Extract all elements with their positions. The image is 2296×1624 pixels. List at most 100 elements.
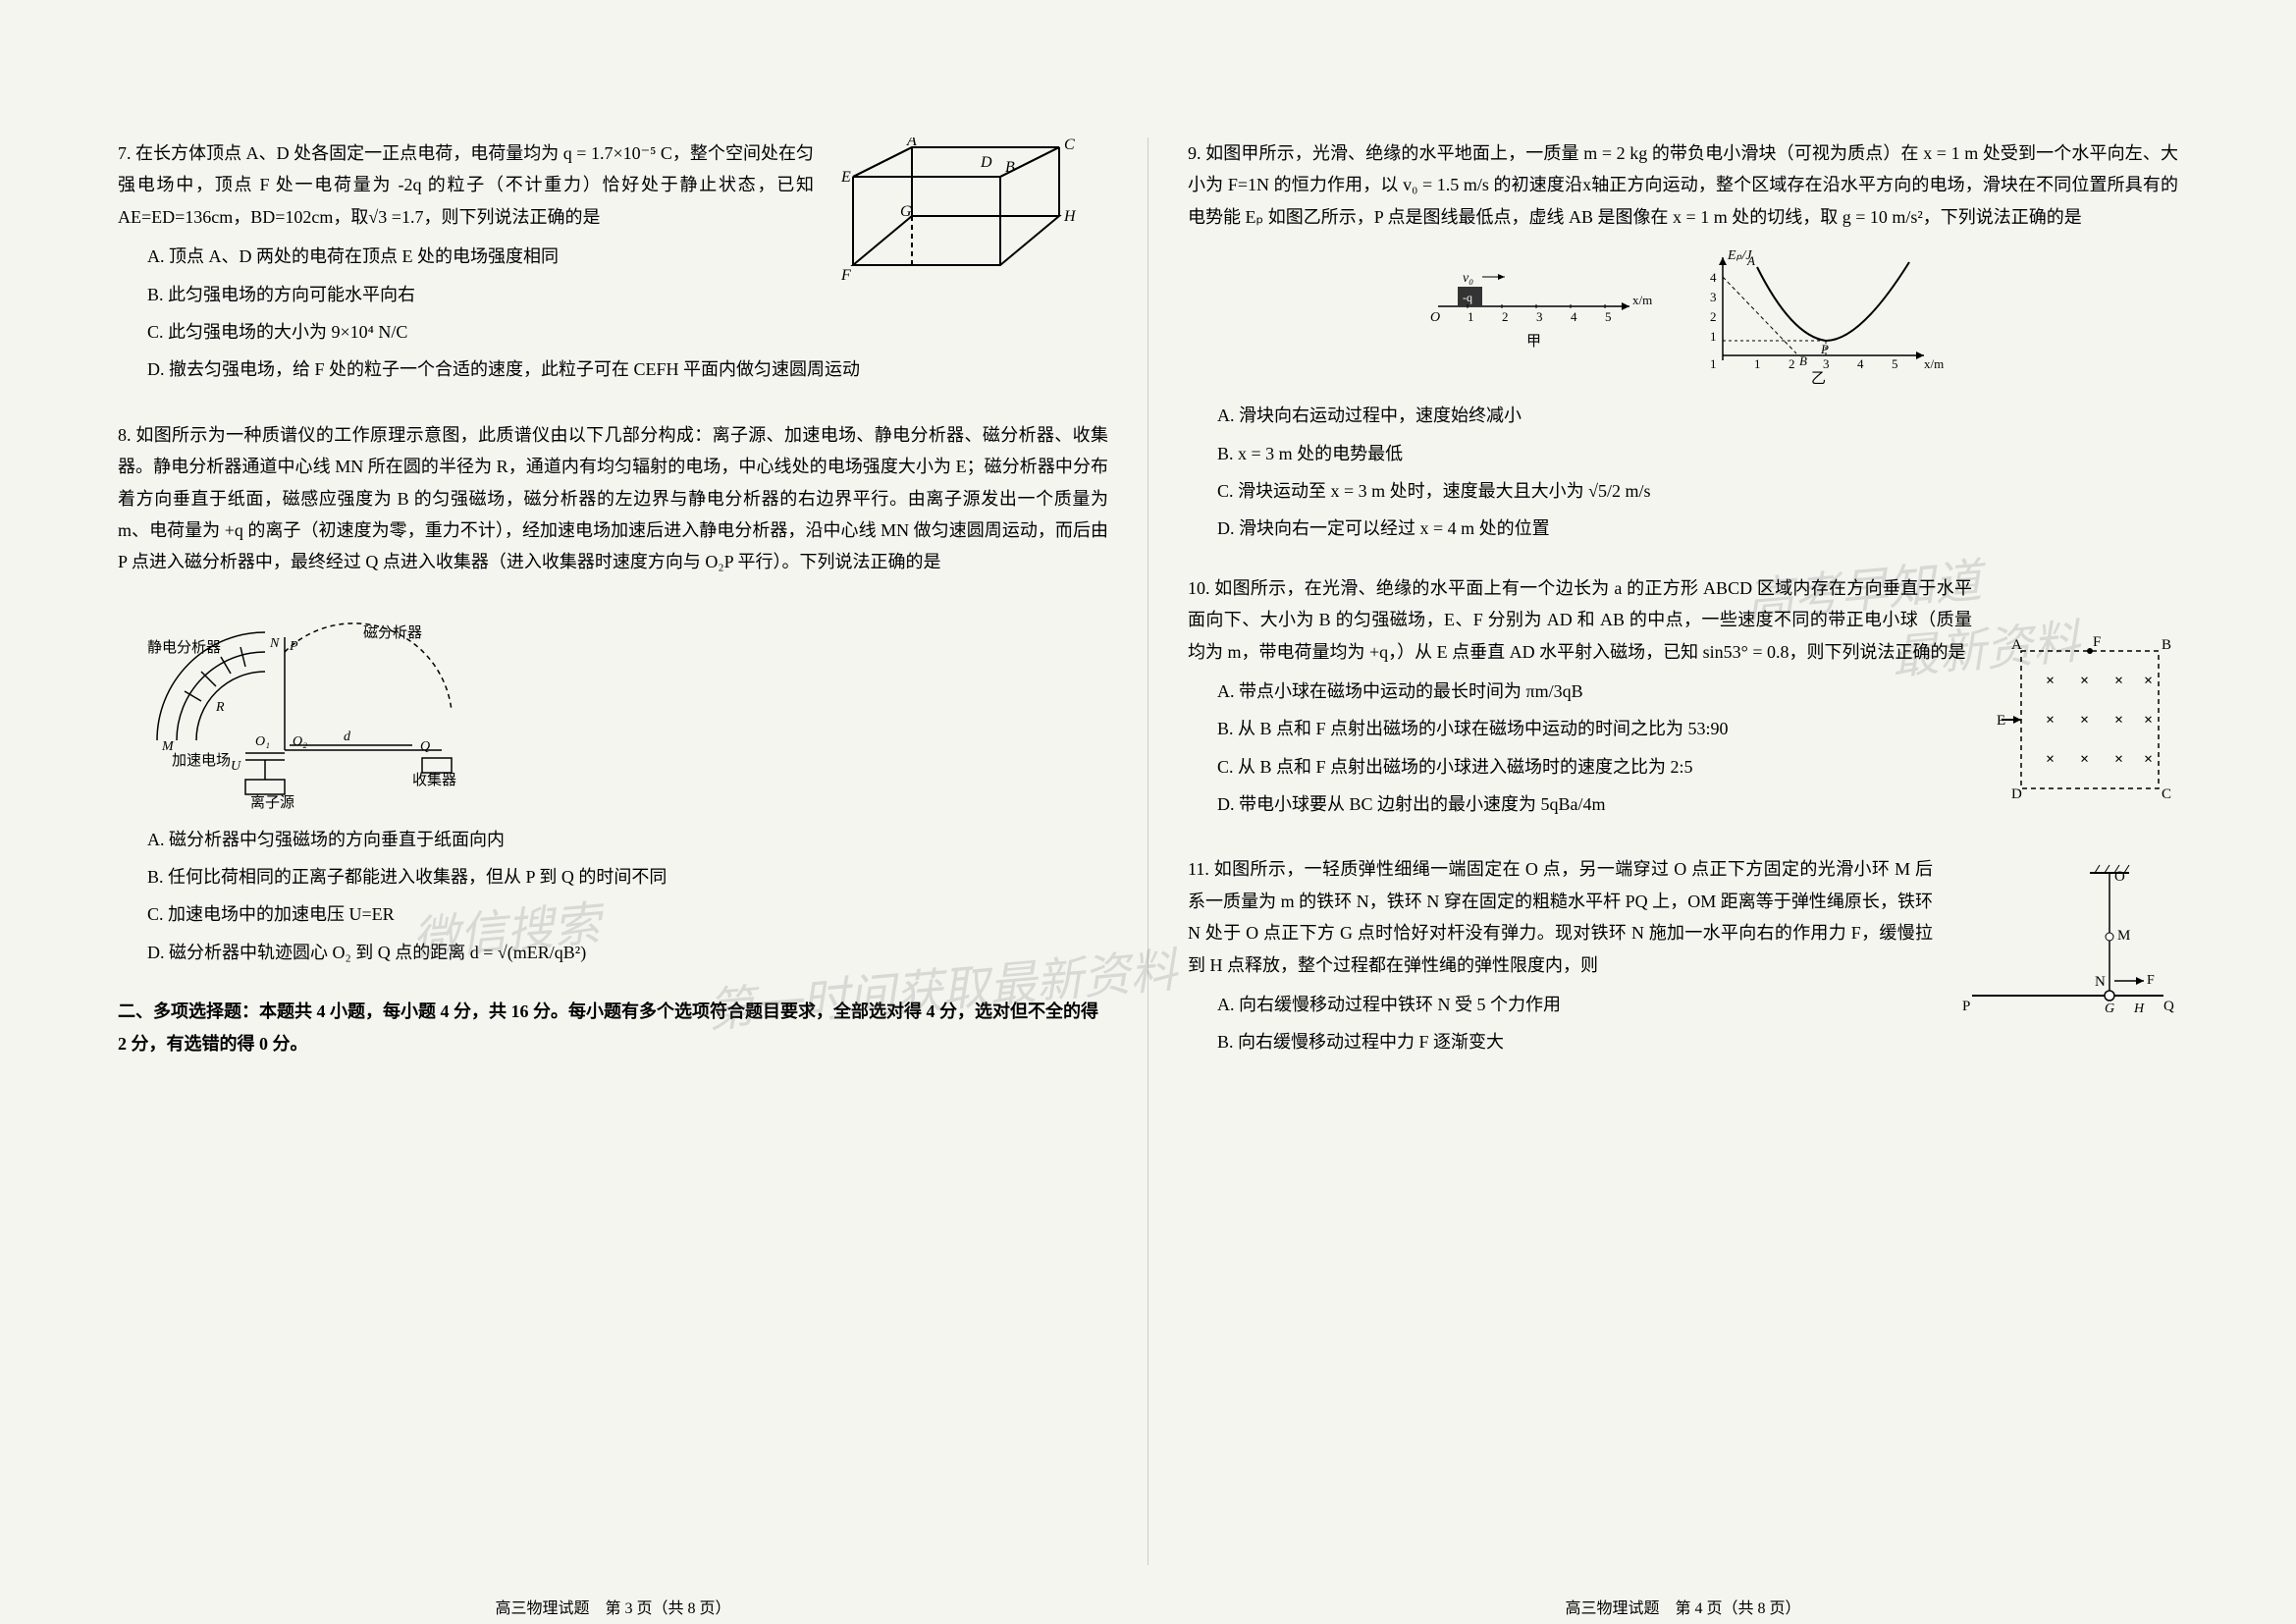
svg-text:×: × — [2144, 673, 2153, 689]
svg-text:1: 1 — [1754, 356, 1761, 371]
page-4: 9. 如图甲所示，光滑、绝缘的水平地面上，一质量 m = 2 kg 的带负电小滑… — [1148, 137, 2217, 1565]
q8-label-P: P — [289, 639, 298, 654]
svg-text:4: 4 — [1571, 309, 1577, 324]
svg-text:×: × — [2080, 712, 2089, 729]
q8-label-d: d — [344, 730, 351, 744]
footer-right: 高三物理试题 第 4 页（共 8 页） — [1148, 1596, 2217, 1624]
q9-fig-jia: v₀ -q O 1 2 3 4 5 x/m 甲 — [1418, 247, 1654, 355]
svg-text:×: × — [2046, 751, 2055, 768]
q11-label-H: H — [2133, 1001, 2145, 1016]
q9-option-A: A. 滑块向右运动过程中，速度始终减小 — [1188, 400, 2178, 431]
q9-option-B: B. x = 3 m 处的电势最低 — [1188, 438, 2178, 469]
q7-label-E: E — [840, 169, 851, 186]
q9-fig-yi: Eₚ/J A B P 1 1 2 3 4 5 1 2 3 4 x/m 乙 — [1693, 247, 1949, 385]
q11-label-F: F — [2147, 973, 2155, 988]
q9-figures: v₀ -q O 1 2 3 4 5 x/m 甲 — [1188, 247, 2178, 385]
svg-text:1: 1 — [1468, 309, 1474, 324]
svg-text:×: × — [2144, 751, 2153, 768]
q8-option-D: D. 磁分析器中轨迹圆心 O₂ 到 Q 点的距离 d = √(mER/qB²) — [118, 937, 1108, 968]
q7-figure: A B C D E F G H — [833, 137, 1108, 304]
q10-figure: ×××× ×××× ×××× A B C D E F — [1992, 631, 2178, 808]
q9-stem: 9. 如图甲所示，光滑、绝缘的水平地面上，一质量 m = 2 kg 的带负电小滑… — [1188, 137, 2178, 233]
svg-text:×: × — [2114, 751, 2123, 768]
q8-label-Q: Q — [420, 739, 430, 754]
q7-option-C: C. 此匀强电场的大小为 9×10⁴ N/C — [118, 316, 1108, 348]
svg-text:×: × — [2144, 712, 2153, 729]
q8-label-jiasu: 加速电场 — [172, 752, 231, 769]
q7-label-F: F — [840, 267, 851, 284]
q8-figure: 静电分析器 磁分析器 加速电场 离子源 收集器 M N P Q R O₁ O₂ … — [118, 593, 1108, 809]
footer-left: 高三物理试题 第 3 页（共 8 页） — [79, 1596, 1148, 1624]
question-10: ×××× ×××× ×××× A B C D E F 10. 如图所示，在光滑、… — [1188, 572, 2178, 827]
svg-text:3: 3 — [1710, 290, 1717, 304]
q7-label-H: H — [1063, 208, 1077, 225]
q8-label-O2: O₂ — [293, 734, 307, 749]
q11-label-Q: Q — [2163, 999, 2174, 1014]
svg-text:2: 2 — [1502, 309, 1509, 324]
q9-label-jia: 甲 — [1526, 334, 1541, 350]
question-7: A B C D E F G H 7. 在长方体顶点 A、D 处各固定一正点电荷，… — [118, 137, 1108, 392]
q9-option-D: D. 滑块向右一定可以经过 x = 4 m 处的位置 — [1188, 513, 2178, 544]
svg-text:2: 2 — [1710, 309, 1717, 324]
q8-label-R: R — [215, 700, 225, 715]
question-8: 8. 如图所示为一种质谱仪的工作原理示意图，此质谱仪由以下几部分构成：离子源、加… — [118, 419, 1108, 969]
svg-text:1: 1 — [1710, 356, 1717, 371]
q11-figure: O M N P Q G H F — [1952, 853, 2178, 1030]
q9-label-O1: O — [1430, 310, 1440, 325]
svg-text:1: 1 — [1710, 329, 1717, 344]
svg-text:×: × — [2046, 673, 2055, 689]
svg-text:5: 5 — [1605, 309, 1612, 324]
q9-option-C: C. 滑块运动至 x = 3 m 处时，速度最大且大小为 √5/2 m/s — [1188, 475, 2178, 507]
q9-label-x2: x/m — [1924, 356, 1944, 371]
q8-option-B: B. 任何比荷相同的正离子都能进入收集器，但从 P 到 Q 的时间不同 — [118, 861, 1108, 893]
q11-label-P: P — [1962, 999, 1970, 1014]
q10-label-B: B — [2162, 637, 2171, 653]
q9-label-P2: P — [1820, 342, 1829, 356]
q8-label-U: U — [231, 759, 241, 774]
svg-text:5: 5 — [1892, 356, 1898, 371]
q8-label-shouji: 收集器 — [412, 772, 456, 788]
q8-label-M: M — [161, 739, 175, 754]
q10-label-D: D — [2011, 786, 2022, 802]
q7-option-D: D. 撤去匀强电场，给 F 处的粒子一个合适的速度，此粒子可在 CEFH 平面内… — [118, 353, 1108, 385]
svg-text:×: × — [2114, 712, 2123, 729]
q9-label-yi: 乙 — [1811, 371, 1826, 385]
svg-text:4: 4 — [1710, 270, 1717, 285]
question-11: O M N P Q G H F 11. 如图所示，一轻质弹性细绳一端固定在 O … — [1188, 853, 2178, 1063]
q8-label-jingdian: 静电分析器 — [147, 639, 221, 656]
q10-label-F: F — [2093, 634, 2101, 650]
svg-text:3: 3 — [1536, 309, 1543, 324]
q7-label-C: C — [1064, 137, 1075, 153]
q11-label-M: M — [2117, 928, 2130, 944]
q9-label-B2: B — [1799, 353, 1807, 368]
section-2-header: 二、多项选择题：本题共 4 小题，每小题 4 分，共 16 分。每小题有多个选项… — [118, 996, 1108, 1059]
q11-label-N: N — [2095, 974, 2106, 990]
q8-label-lizi: 离子源 — [250, 794, 294, 809]
page-3: A B C D E F G H 7. 在长方体顶点 A、D 处各固定一正点电荷，… — [79, 137, 1148, 1565]
svg-text:×: × — [2080, 751, 2089, 768]
q8-option-C: C. 加速电场中的加速电压 U=ER — [118, 898, 1108, 930]
q8-label-N: N — [269, 636, 280, 651]
q11-label-O: O — [2114, 869, 2125, 885]
q9-label-v0: v₀ — [1463, 271, 1473, 286]
q10-label-C: C — [2162, 786, 2171, 802]
q11-option-B: B. 向右缓慢移动过程中力 F 逐渐变大 — [1188, 1026, 2178, 1057]
q7-label-D: D — [980, 154, 992, 171]
svg-text:3: 3 — [1823, 356, 1830, 371]
q7-label-B: B — [1005, 159, 1015, 176]
q8-label-cifen: 磁分析器 — [363, 624, 422, 641]
q11-label-G: G — [2105, 1001, 2114, 1016]
q10-label-A: A — [2011, 637, 2022, 653]
q8-option-A: A. 磁分析器中匀强磁场的方向垂直于纸面向内 — [118, 824, 1108, 855]
q8-label-O1: O₁ — [255, 734, 270, 749]
svg-text:×: × — [2080, 673, 2089, 689]
q8-stem: 8. 如图所示为一种质谱仪的工作原理示意图，此质谱仪由以下几部分构成：离子源、加… — [118, 419, 1108, 578]
svg-text:×: × — [2114, 673, 2123, 689]
svg-text:2: 2 — [1789, 356, 1795, 371]
q7-label-G: G — [900, 203, 912, 220]
q9-label-x1: x/m — [1632, 293, 1652, 307]
q9-label-q: -q — [1463, 291, 1472, 304]
q9-label-A2: A — [1746, 253, 1755, 268]
q10-label-E: E — [1997, 713, 2005, 729]
q7-label-A: A — [906, 137, 917, 149]
